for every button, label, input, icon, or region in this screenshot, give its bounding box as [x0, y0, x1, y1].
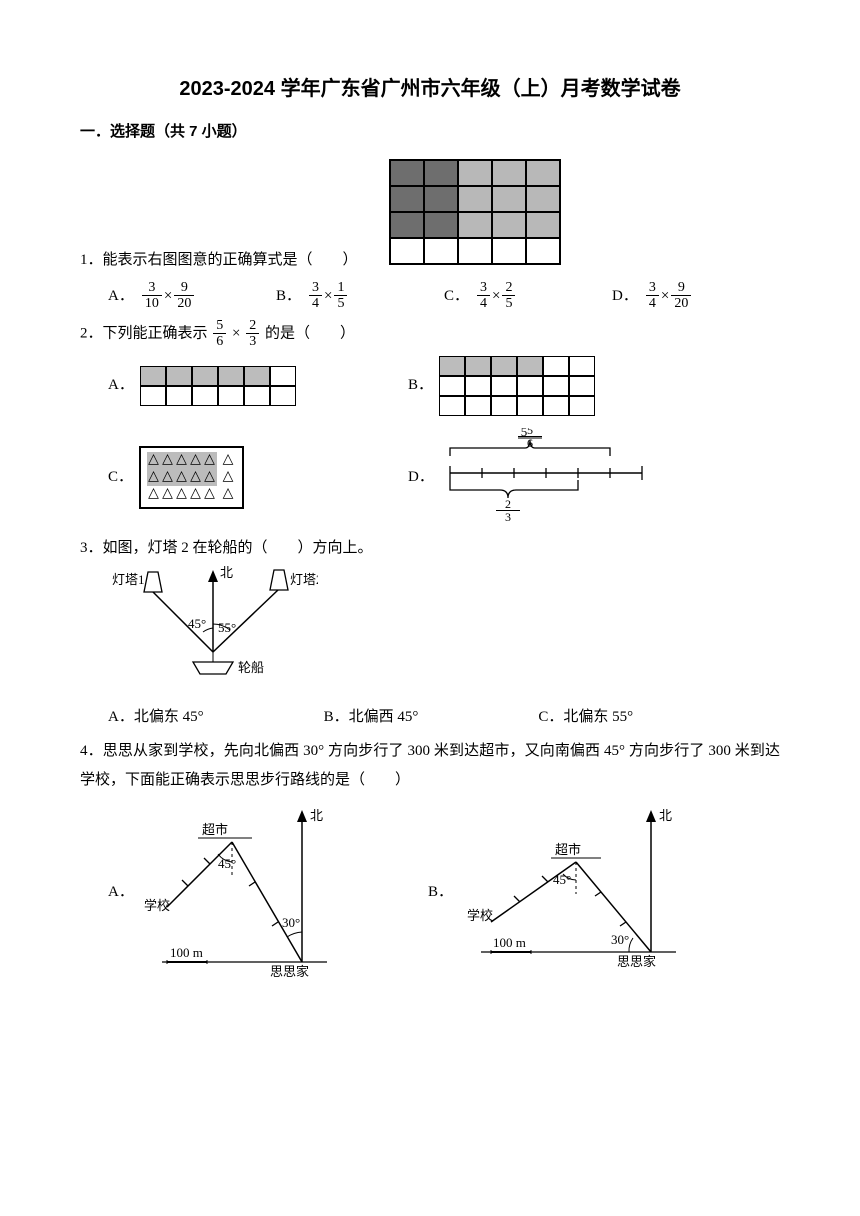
- q2-numberline: 5 56: [440, 428, 660, 528]
- q4-opt-b[interactable]: B． 北: [428, 802, 748, 982]
- svg-text:30°: 30°: [282, 915, 300, 930]
- q2-stem-pre: 下列能正确表示: [103, 325, 208, 341]
- svg-text:100 m: 100 m: [170, 945, 203, 960]
- svg-text:轮船: 轮船: [238, 660, 264, 675]
- svg-text:30°: 30°: [611, 932, 629, 947]
- q2-grid-a: [140, 366, 296, 406]
- section-heading: 一．选择题（共 7 小题）: [80, 118, 780, 147]
- page-title: 2023-2024 学年广东省广州市六年级（上）月考数学试卷: [80, 70, 780, 108]
- question-4: 4．思思从家到学校，先向北偏西 30° 方向步行了 300 米到达超市，又向南偏…: [80, 737, 780, 982]
- q3-diagram: 北 灯塔1 灯塔2 45° 55° 轮船: [108, 562, 318, 692]
- svg-text:学校: 学校: [467, 908, 493, 923]
- q2-opt-b[interactable]: B．: [408, 356, 708, 416]
- q3-options: A．北偏东 45° B．北偏西 45° C．北偏东 55°: [108, 703, 780, 732]
- q2-frac1: 56: [213, 318, 226, 350]
- q2-frac2: 23: [246, 318, 259, 350]
- svg-text:北: 北: [310, 808, 323, 823]
- q1-options: A． 310 × 920 B． 34 × 15 C． 34 × 25 D． 34…: [108, 280, 780, 312]
- q4-stem: 思思从家到学校，先向北偏西 30° 方向步行了 300 米到达超市，又向南偏西 …: [80, 743, 780, 788]
- q3-number: 3．: [80, 540, 103, 556]
- q1-number: 1．: [80, 252, 103, 268]
- q2-opt-d[interactable]: D． 5 56: [408, 428, 708, 528]
- q2-stem-post: 的是（ ）: [265, 325, 355, 341]
- q2-grid-b: [439, 356, 595, 416]
- svg-text:45°: 45°: [218, 856, 236, 871]
- svg-text:灯塔2: 灯塔2: [290, 572, 318, 587]
- svg-text:北: 北: [220, 565, 233, 580]
- q2-triangles: △△△△△ △ △△△△△ △ △△△△△ △: [139, 446, 244, 508]
- svg-text:100 m: 100 m: [493, 935, 526, 950]
- q2-number: 2．: [80, 325, 103, 341]
- q3-opt-c[interactable]: C．北偏东 55°: [538, 703, 633, 732]
- svg-text:45°: 45°: [188, 616, 206, 631]
- svg-text:55°: 55°: [218, 620, 236, 635]
- q3-opt-a[interactable]: A．北偏东 45°: [108, 703, 204, 732]
- svg-text:超市: 超市: [555, 842, 581, 857]
- q1-opt-b[interactable]: B． 34 × 15: [276, 280, 444, 312]
- q3-stem: 如图，灯塔 2 在轮船的（ ）方向上。: [103, 540, 373, 556]
- svg-text:北: 北: [659, 808, 672, 823]
- q2-opt-a[interactable]: A．: [108, 356, 408, 416]
- question-1: 1．能表示右图图意的正确算式是（ ） A． 310 × 920 B． 34 × …: [80, 153, 780, 312]
- q3-opt-b[interactable]: B．北偏西 45°: [324, 703, 419, 732]
- svg-text:思思家: 思思家: [270, 964, 309, 979]
- q1-opt-d[interactable]: D． 34 × 920: [612, 280, 780, 312]
- q4-diagram-a: 北 超市: [142, 802, 342, 982]
- question-2: 2．下列能正确表示 56 × 23 的是（ ） A． B． C． △△△△△ △: [80, 318, 780, 528]
- q2-opt-c[interactable]: C． △△△△△ △ △△△△△ △ △△△△△ △: [108, 428, 408, 528]
- svg-text:学校: 学校: [144, 898, 170, 913]
- q1-grid: [389, 159, 561, 265]
- question-3: 3．如图，灯塔 2 在轮船的（ ）方向上。 北 灯塔1 灯塔2 45° 55° …: [80, 534, 780, 732]
- svg-text:超市: 超市: [202, 822, 228, 837]
- q1-stem: 能表示右图图意的正确算式是（ ）: [103, 252, 358, 268]
- q4-opt-a[interactable]: A． 北: [108, 802, 428, 982]
- svg-text:灯塔1: 灯塔1: [112, 572, 145, 587]
- q1-opt-c[interactable]: C． 34 × 25: [444, 280, 612, 312]
- svg-text:思思家: 思思家: [617, 954, 656, 969]
- q1-opt-a[interactable]: A． 310 × 920: [108, 280, 276, 312]
- q4-number: 4．: [80, 743, 103, 759]
- q4-diagram-b: 北 超市: [461, 802, 691, 982]
- q2-times: ×: [232, 325, 240, 341]
- svg-text:45°: 45°: [553, 872, 571, 887]
